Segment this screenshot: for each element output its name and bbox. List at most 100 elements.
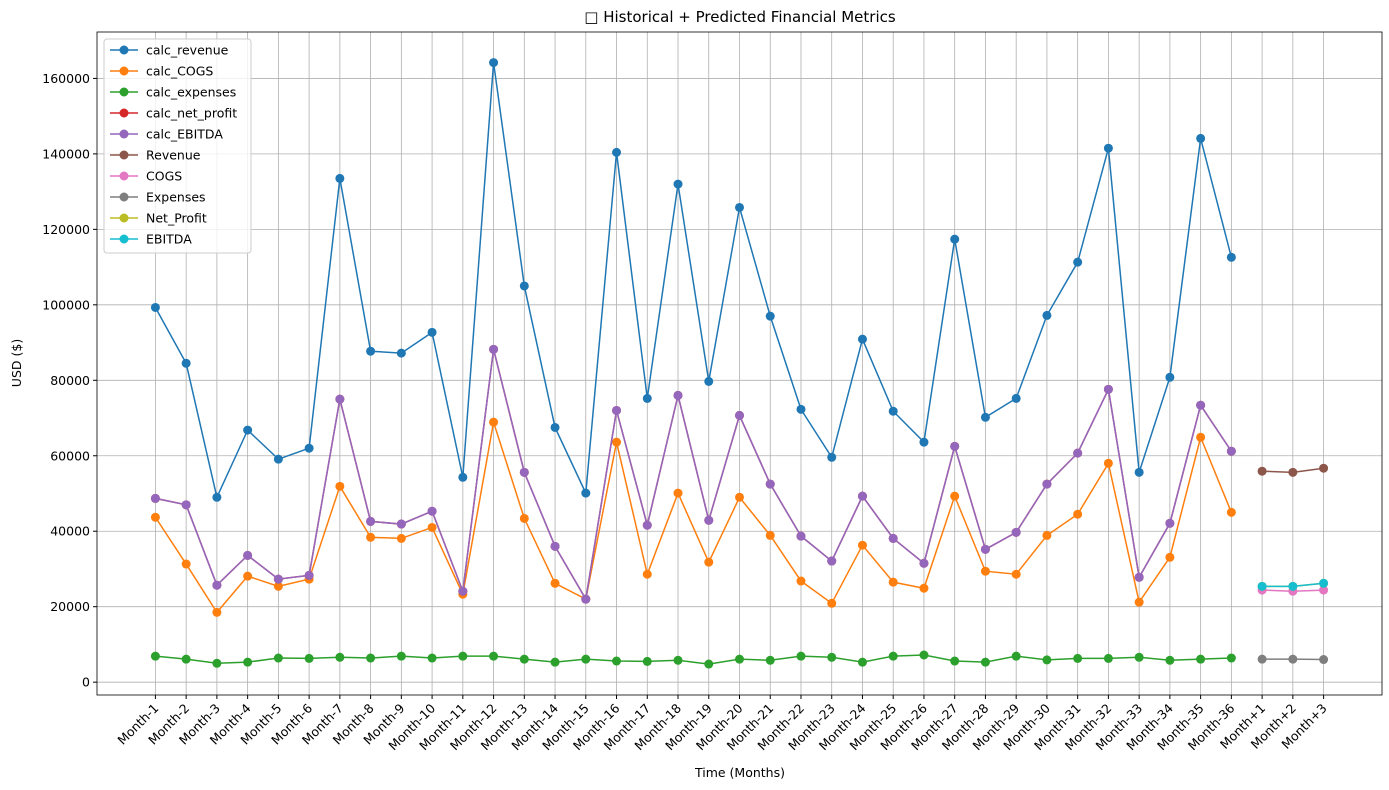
point (519, 467, 529, 477)
point (919, 558, 929, 568)
y-tick-label: 140000 (42, 146, 90, 161)
y-tick-label: 80000 (50, 373, 90, 388)
point (857, 540, 867, 550)
point (888, 651, 898, 661)
point (857, 491, 867, 501)
point (765, 479, 775, 489)
legend-label: COGS (146, 169, 182, 184)
legend-label: calc_expenses (146, 85, 236, 100)
point (796, 404, 806, 414)
legend-label: EBITDA (146, 232, 192, 247)
point (304, 443, 314, 453)
point (980, 412, 990, 422)
point (1226, 446, 1236, 456)
point (765, 655, 775, 665)
point (273, 653, 283, 663)
point (1134, 597, 1144, 607)
legend-label: calc_EBITDA (146, 127, 223, 142)
point (181, 654, 191, 664)
point (735, 410, 744, 420)
point (212, 607, 222, 617)
point (827, 556, 837, 566)
y-tick-label: 40000 (50, 524, 90, 539)
legend-marker (119, 108, 129, 118)
point (427, 522, 437, 532)
point (765, 530, 775, 540)
point (1042, 655, 1052, 665)
point (150, 493, 160, 503)
point (581, 654, 591, 664)
point (1042, 530, 1052, 540)
point (1257, 466, 1267, 476)
point (827, 598, 837, 608)
point (612, 437, 622, 447)
point (366, 653, 376, 663)
point (335, 394, 345, 404)
legend-label: Expenses (146, 190, 206, 205)
legend-label: calc_net_profit (146, 106, 237, 121)
point (796, 651, 806, 661)
point (950, 234, 960, 244)
point (1011, 569, 1021, 579)
point (489, 344, 499, 354)
point (735, 654, 744, 664)
series-line (155, 654, 1232, 665)
point (1103, 653, 1113, 663)
point (888, 533, 898, 543)
x-axis-label: Time (Months) (694, 765, 785, 780)
point (335, 481, 345, 491)
point (581, 594, 591, 604)
point (150, 512, 160, 522)
point (519, 281, 529, 291)
y-tick-label: 100000 (42, 297, 90, 312)
point (304, 570, 314, 580)
legend-marker (119, 171, 129, 181)
point (735, 492, 744, 502)
point (1226, 653, 1236, 663)
point (1288, 467, 1298, 477)
point (273, 574, 283, 584)
point (366, 516, 376, 526)
y-tick-label: 160000 (42, 71, 90, 86)
point (550, 657, 560, 667)
point (519, 654, 529, 664)
point (1165, 655, 1175, 665)
point (919, 437, 929, 447)
point (1103, 143, 1113, 153)
point (243, 571, 253, 581)
plot-frame (96, 31, 1383, 696)
point (458, 586, 468, 596)
point (1011, 393, 1021, 403)
point (1011, 527, 1021, 537)
point (612, 147, 622, 157)
series-line (155, 349, 1232, 602)
y-axis-label: USD ($) (9, 339, 24, 387)
point (212, 492, 222, 502)
point (1257, 654, 1267, 664)
point (1196, 654, 1206, 664)
point (243, 657, 253, 667)
point (919, 583, 929, 593)
point (950, 491, 960, 501)
point (1134, 572, 1144, 582)
point (857, 334, 867, 344)
point (550, 422, 560, 432)
point (1073, 257, 1083, 267)
y-tick-label: 0 (82, 675, 90, 690)
point (427, 327, 437, 337)
point (212, 580, 222, 590)
point (673, 179, 683, 189)
point (1319, 578, 1329, 588)
point (980, 566, 990, 576)
y-tick-label: 20000 (50, 599, 90, 614)
series-line (154, 421, 1233, 614)
point (642, 656, 652, 666)
point (550, 578, 560, 588)
point (150, 302, 160, 312)
point (1319, 655, 1329, 665)
y-tick-label: 60000 (50, 448, 90, 463)
point (396, 519, 406, 529)
y-tick-label: 120000 (42, 222, 90, 237)
point (581, 488, 591, 498)
